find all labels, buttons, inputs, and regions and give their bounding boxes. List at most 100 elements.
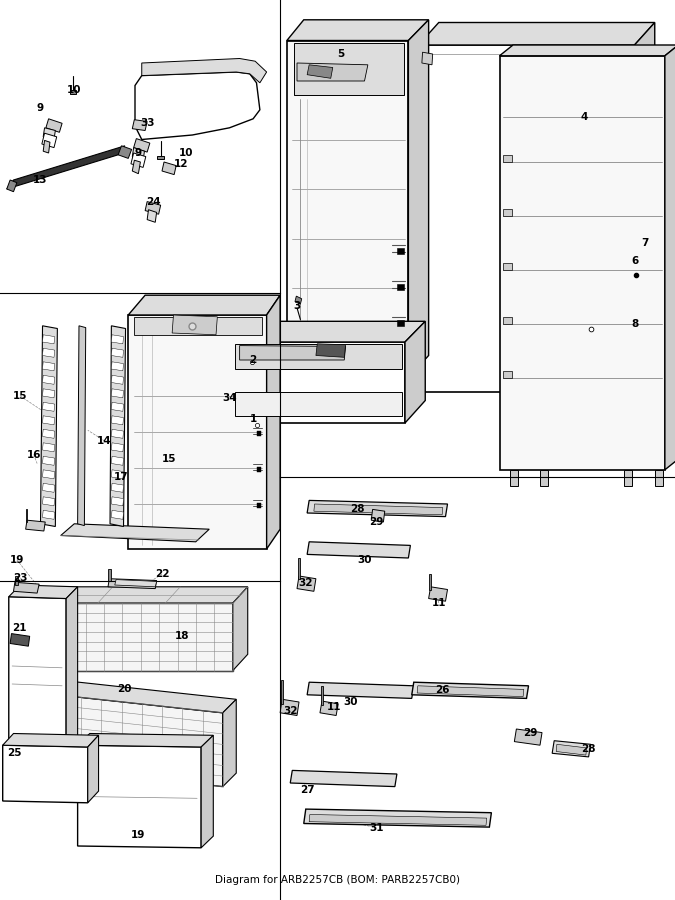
Text: 29: 29: [369, 517, 384, 527]
Polygon shape: [131, 153, 146, 167]
Polygon shape: [43, 389, 55, 398]
Polygon shape: [111, 416, 124, 425]
Polygon shape: [42, 133, 57, 148]
Polygon shape: [43, 456, 55, 465]
Text: 26: 26: [435, 685, 450, 696]
Polygon shape: [132, 120, 147, 130]
Polygon shape: [503, 317, 512, 324]
Text: 19: 19: [9, 554, 24, 565]
Text: 1: 1: [250, 413, 256, 424]
Polygon shape: [111, 362, 124, 371]
Polygon shape: [307, 682, 414, 698]
Text: 9: 9: [37, 103, 44, 113]
Text: 2: 2: [250, 355, 256, 365]
Text: 3: 3: [294, 301, 300, 311]
Polygon shape: [408, 20, 429, 378]
Polygon shape: [40, 693, 223, 787]
Polygon shape: [118, 146, 132, 158]
Polygon shape: [503, 263, 512, 270]
Polygon shape: [397, 248, 404, 254]
Polygon shape: [256, 431, 261, 436]
Polygon shape: [307, 542, 410, 558]
Polygon shape: [43, 128, 55, 140]
Text: 33: 33: [140, 118, 155, 129]
Polygon shape: [201, 735, 213, 848]
Polygon shape: [40, 326, 57, 526]
Polygon shape: [66, 587, 78, 747]
Polygon shape: [316, 344, 346, 357]
Text: 14: 14: [97, 436, 112, 446]
Polygon shape: [111, 456, 124, 465]
Text: Diagram for ARB2257CB (BOM: PARB2257CB0): Diagram for ARB2257CB (BOM: PARB2257CB0): [215, 875, 460, 886]
Polygon shape: [665, 45, 675, 470]
Text: 30: 30: [344, 697, 358, 707]
Polygon shape: [280, 699, 299, 716]
Polygon shape: [78, 326, 86, 526]
Polygon shape: [43, 443, 55, 452]
Polygon shape: [294, 43, 404, 94]
Polygon shape: [655, 470, 663, 486]
Polygon shape: [233, 587, 248, 670]
Polygon shape: [256, 503, 261, 508]
Polygon shape: [111, 389, 124, 398]
Polygon shape: [43, 429, 55, 438]
Polygon shape: [7, 146, 125, 189]
Polygon shape: [500, 56, 665, 470]
Text: 7: 7: [641, 238, 648, 248]
Polygon shape: [128, 295, 280, 315]
Polygon shape: [634, 22, 655, 392]
Polygon shape: [418, 45, 634, 392]
Polygon shape: [78, 745, 201, 848]
Polygon shape: [304, 809, 491, 827]
Polygon shape: [624, 470, 632, 486]
Text: 15: 15: [161, 454, 176, 464]
Polygon shape: [30, 603, 233, 670]
Polygon shape: [43, 510, 55, 519]
Text: 21: 21: [11, 623, 26, 634]
Polygon shape: [256, 467, 261, 472]
Polygon shape: [500, 45, 675, 56]
Polygon shape: [132, 160, 140, 174]
Text: 20: 20: [117, 683, 132, 694]
Polygon shape: [134, 139, 150, 152]
Polygon shape: [134, 317, 262, 335]
Polygon shape: [132, 148, 144, 160]
Polygon shape: [111, 375, 124, 384]
Polygon shape: [397, 284, 404, 290]
Polygon shape: [295, 296, 302, 304]
Polygon shape: [111, 443, 124, 452]
Polygon shape: [147, 210, 157, 222]
Polygon shape: [314, 504, 443, 515]
Polygon shape: [43, 362, 55, 371]
Polygon shape: [309, 814, 487, 825]
Polygon shape: [267, 295, 280, 549]
Polygon shape: [111, 335, 124, 344]
Polygon shape: [503, 371, 512, 378]
Polygon shape: [40, 680, 236, 713]
Polygon shape: [230, 321, 425, 342]
Polygon shape: [397, 320, 404, 326]
Polygon shape: [297, 63, 368, 81]
Text: 28: 28: [350, 503, 365, 514]
Text: 10: 10: [178, 148, 193, 158]
Polygon shape: [405, 321, 425, 423]
Polygon shape: [78, 734, 213, 747]
Text: 4: 4: [580, 112, 587, 122]
Text: 10: 10: [67, 85, 82, 95]
Polygon shape: [321, 686, 323, 705]
Text: 18: 18: [175, 631, 190, 642]
Polygon shape: [88, 735, 99, 803]
Polygon shape: [142, 58, 267, 83]
Polygon shape: [111, 402, 124, 411]
Text: 11: 11: [431, 598, 446, 608]
Text: 6: 6: [631, 256, 638, 266]
Polygon shape: [43, 416, 55, 425]
Polygon shape: [43, 348, 55, 357]
Text: 24: 24: [146, 196, 161, 207]
Polygon shape: [15, 576, 18, 585]
Polygon shape: [281, 680, 283, 704]
Polygon shape: [10, 634, 30, 646]
Polygon shape: [115, 580, 157, 587]
Polygon shape: [108, 569, 111, 580]
Polygon shape: [43, 483, 55, 492]
